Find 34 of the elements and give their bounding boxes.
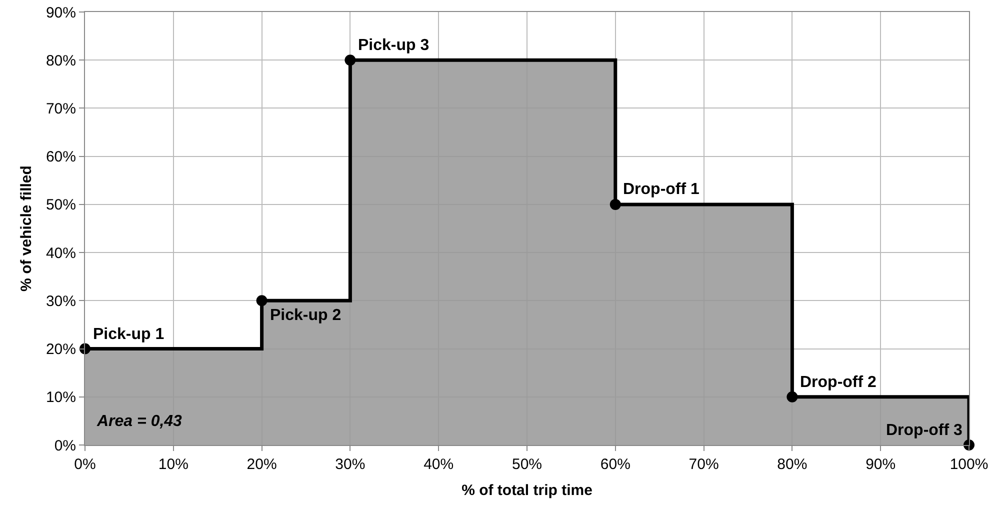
y-tick-label: 80% bbox=[46, 52, 76, 70]
y-axis-title: % of vehicle filled bbox=[18, 166, 36, 292]
annotation: Drop-off 1 bbox=[623, 181, 700, 198]
y-tick-label: 30% bbox=[46, 292, 76, 310]
y-tick-label: 90% bbox=[46, 4, 76, 22]
point bbox=[256, 295, 268, 306]
y-tick-label: 40% bbox=[46, 244, 76, 262]
y-tick-label: 50% bbox=[46, 196, 76, 214]
annotation: Drop-off 3 bbox=[886, 422, 963, 439]
y-tick-label: 20% bbox=[46, 341, 76, 358]
annotation: Area = 0,43 bbox=[96, 413, 182, 430]
x-tick-label: 40% bbox=[424, 456, 454, 473]
x-tick-label: 100% bbox=[950, 456, 988, 473]
x-tick-label: 0% bbox=[74, 456, 96, 473]
x-tick-label: 90% bbox=[866, 456, 896, 473]
x-tick-label: 10% bbox=[158, 456, 188, 473]
point bbox=[344, 54, 356, 66]
annotation: Pick-up 3 bbox=[358, 37, 430, 54]
point bbox=[786, 391, 798, 402]
x-tick-label: 50% bbox=[512, 456, 542, 473]
x-axis-title: % of total trip time bbox=[462, 482, 592, 499]
x-tick-label: 80% bbox=[777, 456, 808, 473]
annotation: Drop-off 2 bbox=[800, 374, 877, 391]
y-tick-label: 60% bbox=[46, 148, 76, 166]
y-tick-label: 70% bbox=[46, 100, 76, 118]
x-tick-label: 70% bbox=[688, 456, 719, 473]
y-tick-label: 0% bbox=[54, 437, 76, 454]
annotation: Pick-up 2 bbox=[270, 307, 342, 324]
y-tick-label: 10% bbox=[46, 389, 76, 406]
annotation: Pick-up 1 bbox=[93, 326, 164, 343]
point bbox=[610, 198, 621, 210]
x-tick-label: 30% bbox=[335, 456, 366, 473]
x-tick-label: 20% bbox=[246, 456, 277, 473]
x-tick-label: 60% bbox=[600, 456, 630, 473]
